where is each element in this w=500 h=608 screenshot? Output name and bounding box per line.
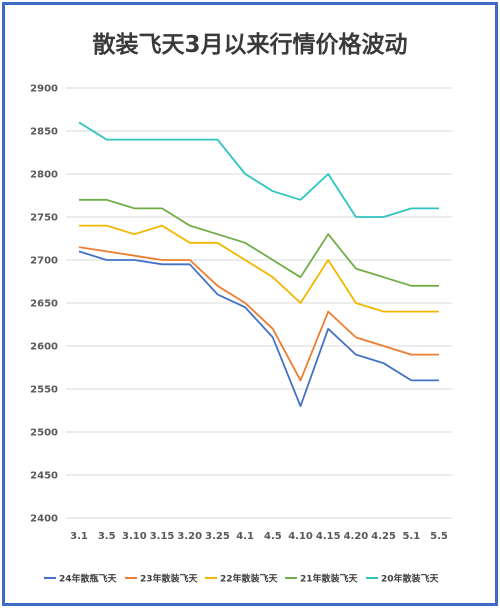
y-tick-label: 2700: [30, 256, 58, 267]
x-tick-label: 4.20: [344, 531, 369, 542]
y-tick-label: 2500: [30, 428, 58, 439]
series-line-3: [79, 224, 439, 313]
series-line-5: [78, 121, 439, 218]
x-tick-label: 4.5: [264, 531, 282, 542]
x-tick-label: 3.25: [205, 531, 230, 542]
y-tick-label: 2800: [30, 170, 58, 181]
series-lines: [78, 121, 439, 408]
x-tick-label: 4.15: [316, 531, 341, 542]
x-tick-label: 3.15: [150, 531, 175, 542]
x-tick-label: 4.25: [371, 531, 396, 542]
y-tick-label: 2850: [30, 127, 58, 138]
y-tick-label: 2450: [30, 471, 58, 482]
x-tick-label: 3.20: [177, 531, 202, 542]
chart-title: 散装飞天3月以来行情价格波动: [92, 31, 407, 58]
series-line-1: [78, 250, 439, 408]
y-tick-label: 2900: [30, 84, 58, 95]
x-tick-label: 5.1: [402, 531, 420, 542]
legend-label: 21年散装飞天: [300, 573, 359, 585]
legend-label: 24年散瓶飞天: [59, 573, 118, 585]
x-tick-label: 3.5: [98, 531, 116, 542]
y-tick-label: 2400: [30, 514, 58, 525]
y-tick-label: 2650: [30, 299, 58, 310]
x-tick-label: 4.10: [288, 531, 313, 542]
y-tick-label: 2600: [30, 342, 58, 353]
y-axis-ticks: 2400 2450 2500 2550 2600 2650 2700 2750 2800 2850…: [30, 84, 58, 525]
gridlines: [66, 87, 452, 519]
legend-label: 20年散装飞天: [381, 573, 440, 585]
x-tick-label: 3.1: [70, 531, 88, 542]
x-tick-label: 3.10: [122, 531, 147, 542]
legend-label: 22年散装飞天: [220, 573, 279, 585]
legend: 24年散瓶飞天 23年散装飞天 22年散装飞天 21年散装飞天 20年散装飞天: [44, 573, 440, 585]
y-tick-label: 2550: [30, 385, 58, 396]
legend-label: 23年散装飞天: [140, 573, 199, 585]
series-line-2: [78, 246, 439, 382]
y-tick-label: 2750: [30, 213, 58, 224]
x-tick-label: 4.1: [236, 531, 254, 542]
x-axis-ticks: 3.1 3.5 3.10 3.15 3.20 3.25 4.1 4.5 4.10 4.15 4.20…: [70, 531, 448, 542]
series-line-4: [79, 198, 439, 287]
x-tick-label: 5.5: [430, 531, 448, 542]
